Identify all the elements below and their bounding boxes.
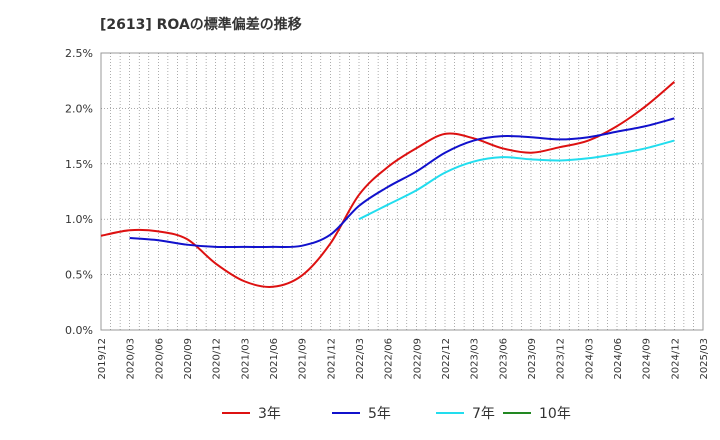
- axes: 0.0% 0.5% 1.0% 1.5% 2.0% 2.5% 2019/12 2020/03 20…: [65, 47, 710, 380]
- series-lines: [100, 81, 675, 288]
- y-tick-label: 0.0%: [65, 324, 93, 337]
- grid: [100, 52, 704, 331]
- series-line-5年: [129, 117, 675, 249]
- x-tick-label: 2020/09: [183, 338, 194, 380]
- x-tick-label: 2023/06: [498, 338, 509, 380]
- x-tick-label: 2021/03: [240, 338, 251, 380]
- series-line-7年: [358, 139, 675, 221]
- x-tick-label: 2021/12: [326, 338, 337, 380]
- x-tick-label: 2020/06: [154, 338, 165, 380]
- legend-label-7年: 7年: [472, 406, 495, 422]
- y-tick-label: 1.0%: [65, 213, 93, 226]
- x-tick-label: 2020/12: [212, 338, 223, 380]
- y-tick-label: 2.0%: [65, 102, 93, 115]
- y-tick-label: 2.5%: [65, 47, 93, 60]
- x-tick-label: 2024/03: [584, 338, 595, 380]
- x-tick-label: 2025/03: [699, 338, 710, 380]
- x-tick-label: 2023/09: [527, 338, 538, 380]
- legend-label-5年: 5年: [368, 406, 391, 422]
- x-tick-label: 2021/09: [298, 338, 309, 380]
- x-tick-label: 2021/06: [269, 338, 280, 380]
- chart-title: [2613] ROAの標準偏差の推移: [100, 17, 302, 33]
- legend: 3年 5年 7年 10年: [222, 406, 571, 422]
- x-tick-label: 2022/12: [441, 338, 452, 380]
- plot-area-border: [100, 52, 704, 331]
- x-tick-label: 2020/03: [126, 338, 137, 380]
- x-tick-label: 2022/09: [412, 338, 423, 380]
- legend-label-3年: 3年: [258, 406, 281, 422]
- x-tick-label: 2022/06: [384, 338, 395, 380]
- x-tick-label: 2024/09: [642, 338, 653, 380]
- x-tick-label: 2023/03: [470, 338, 481, 380]
- x-tick-label: 2019/12: [97, 338, 108, 380]
- x-tick-label: 2024/12: [670, 338, 681, 380]
- y-tick-label: 0.5%: [65, 269, 93, 282]
- x-tick-label: 2024/06: [613, 338, 624, 380]
- legend-label-10年: 10年: [539, 406, 571, 422]
- series-line-3年: [100, 81, 675, 288]
- x-tick-label: 2022/03: [355, 338, 366, 380]
- x-tick-label: 2023/12: [556, 338, 567, 380]
- y-tick-label: 1.5%: [65, 158, 93, 171]
